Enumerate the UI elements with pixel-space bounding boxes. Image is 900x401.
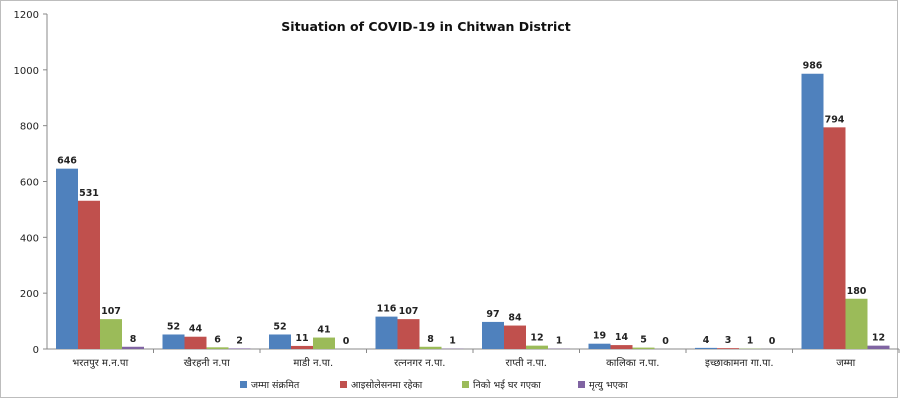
x-category-label: जम्मा — [836, 358, 855, 369]
data-label: 44 — [189, 324, 203, 335]
bar — [504, 326, 526, 349]
legend-swatch — [340, 381, 347, 388]
data-label: 41 — [317, 325, 330, 336]
data-label: 5 — [640, 335, 647, 346]
bar — [376, 317, 398, 349]
data-label: 3 — [725, 335, 732, 346]
chart-title: Situation of COVID-19 in Chitwan Distric… — [281, 19, 570, 34]
legend-swatch — [240, 381, 247, 388]
legend-label: मृत्यु भएका — [589, 380, 628, 391]
data-label: 0 — [343, 336, 350, 347]
data-label: 2 — [236, 335, 243, 346]
data-label: 531 — [79, 188, 99, 199]
bar — [633, 348, 655, 349]
bar — [695, 348, 717, 349]
data-label: 0 — [769, 336, 776, 347]
y-tick-label: 400 — [20, 233, 39, 244]
bar — [269, 334, 291, 349]
data-label: 1 — [449, 336, 456, 347]
legend-label: आइसोलेसनमा रहेका — [351, 379, 423, 391]
data-label: 97 — [486, 309, 499, 320]
data-label: 52 — [273, 321, 286, 332]
bar — [611, 345, 633, 349]
bar — [185, 337, 207, 349]
bar — [78, 201, 100, 349]
bar — [398, 319, 420, 349]
legend-swatch — [578, 381, 585, 388]
data-label: 11 — [295, 333, 308, 344]
data-label: 180 — [847, 286, 867, 297]
y-tick-label: 800 — [20, 122, 39, 133]
legend-label: जम्मा संक्रमित — [251, 379, 300, 391]
data-label: 107 — [399, 306, 419, 317]
x-category-label: खैरहनी न.पा — [184, 357, 230, 369]
data-label: 12 — [872, 333, 885, 344]
y-tick-label: 200 — [20, 289, 39, 300]
legend-swatch — [462, 381, 469, 388]
y-tick-label: 0 — [33, 345, 39, 356]
data-label: 14 — [615, 332, 629, 343]
y-tick-label: 1000 — [14, 66, 39, 77]
data-label: 6 — [214, 334, 221, 345]
bar — [717, 348, 739, 349]
x-category-label: रत्ननगर न.पा. — [394, 358, 445, 369]
bar — [56, 169, 78, 349]
data-label: 12 — [530, 333, 543, 344]
bar — [868, 346, 890, 349]
data-label: 8 — [130, 334, 137, 345]
bar — [482, 322, 504, 349]
legend-label: निको भई घर गएका — [473, 379, 541, 391]
data-label: 107 — [101, 306, 121, 317]
bar — [122, 347, 144, 349]
data-label: 1 — [556, 336, 563, 347]
x-category-label: इच्छाकामना गा.पा. — [705, 358, 774, 369]
bar — [589, 344, 611, 349]
y-tick-label: 600 — [20, 178, 39, 189]
bar — [824, 127, 846, 349]
x-category-label: कालिका न.पा. — [606, 357, 659, 369]
x-category-label: राप्ती न.पा. — [506, 357, 547, 369]
bar — [100, 319, 122, 349]
x-category-label: भरतपुर म.न.पा — [72, 358, 128, 369]
bar — [291, 346, 313, 349]
bar — [802, 74, 824, 349]
data-label: 84 — [508, 313, 522, 324]
bar — [846, 299, 868, 349]
bar — [229, 348, 251, 349]
data-label: 116 — [377, 304, 397, 315]
data-label: 1 — [747, 336, 754, 347]
x-category-label: माडी न.पा. — [293, 357, 333, 369]
data-label: 52 — [167, 321, 180, 332]
data-label: 986 — [803, 61, 823, 72]
bar — [526, 346, 548, 349]
bar — [313, 338, 335, 349]
data-label: 0 — [662, 336, 669, 347]
data-label: 19 — [593, 331, 606, 342]
data-label: 4 — [703, 335, 710, 346]
data-label: 794 — [825, 114, 845, 125]
bar — [163, 334, 185, 349]
bar — [207, 347, 229, 349]
data-label: 8 — [427, 334, 434, 345]
y-tick-label: 1200 — [14, 10, 39, 21]
legend: जम्मा संक्रमित आइसोलेसनमा रहेका निको भई घर… — [240, 379, 628, 391]
data-label: 646 — [57, 156, 77, 167]
bar — [420, 347, 442, 349]
